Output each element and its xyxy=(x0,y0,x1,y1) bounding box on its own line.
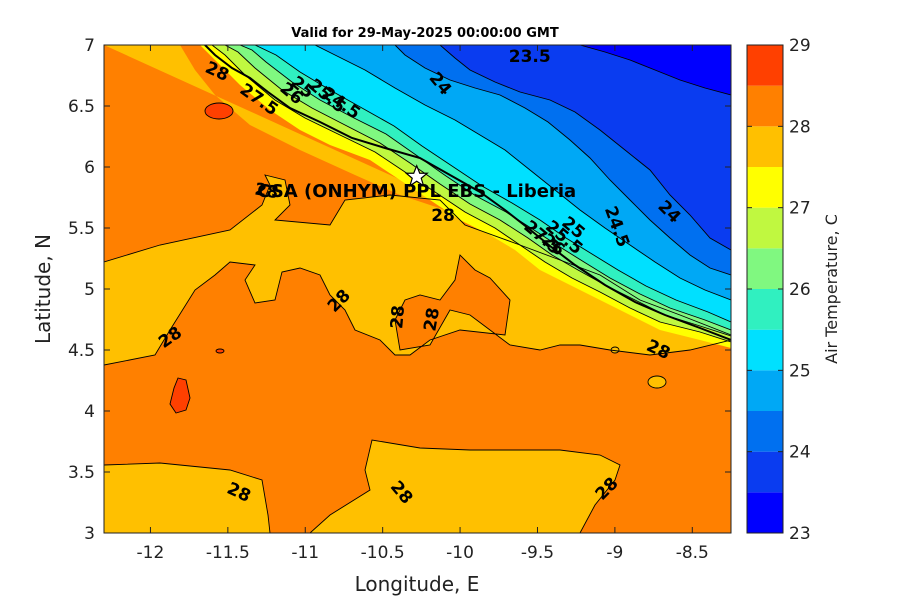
colorbar-swatch xyxy=(747,85,783,127)
colorbar-tick-label: 27 xyxy=(789,199,811,219)
x-tick-label: -9 xyxy=(606,543,623,563)
colorbar-swatch xyxy=(747,207,783,249)
contour-line xyxy=(254,45,731,323)
y-axis-label: Latitude, N xyxy=(31,234,55,344)
colorbar-swatch xyxy=(747,411,783,452)
y-tick-label: 3 xyxy=(84,524,95,544)
x-tick-label: -10.5 xyxy=(361,543,405,563)
colorbar-tick-label: 28 xyxy=(789,117,811,137)
x-tick-label: -12 xyxy=(137,543,165,563)
contour-line xyxy=(204,102,234,120)
contour-line xyxy=(211,45,731,343)
station-marker xyxy=(404,164,429,188)
contour-line xyxy=(360,45,731,276)
x-tick-label: -8.5 xyxy=(676,543,709,563)
contour-label: 28 xyxy=(387,304,409,329)
x-tick-label: -9.5 xyxy=(521,543,554,563)
contour-line xyxy=(280,45,731,301)
y-tick-label: 5 xyxy=(84,280,95,300)
y-tick-label: 6.5 xyxy=(68,97,95,117)
map-title: Valid for 29-May-2025 00:00:00 GMT xyxy=(291,26,559,41)
y-tick-label: 7 xyxy=(84,36,95,56)
colorbar-tick-label: 23 xyxy=(789,524,811,544)
contour-line xyxy=(215,348,225,354)
contour-line xyxy=(169,377,191,414)
colorbar-swatch xyxy=(747,167,783,208)
contour-line xyxy=(224,45,731,337)
contour-line xyxy=(239,45,731,331)
x-tick-label: -11.5 xyxy=(206,543,250,563)
colorbar-swatch xyxy=(747,329,783,371)
colorbar-tick-label: 24 xyxy=(789,443,811,463)
band-28-5-patch xyxy=(170,378,190,413)
colorbar-swatch xyxy=(747,289,783,330)
y-tick-label: 3.5 xyxy=(68,463,95,483)
colorbar-swatch xyxy=(747,370,783,411)
contour-line xyxy=(104,462,271,533)
contour-line xyxy=(309,439,621,533)
band-23-5-fill xyxy=(440,45,731,250)
band-28-5-patch xyxy=(611,347,619,353)
colorbar-swatch xyxy=(747,126,783,167)
colorbar-tick-label: 26 xyxy=(789,280,811,300)
colorbar-swatch xyxy=(747,451,783,493)
contour-label: 28 xyxy=(420,306,444,333)
y-tick-label: 6 xyxy=(84,158,95,178)
contour-label: 28 xyxy=(431,206,455,226)
colorbar: 23 24 25 26 27 28 29 xyxy=(746,36,811,544)
contour-line xyxy=(439,45,731,251)
colorbar-swatch xyxy=(747,492,783,533)
station-star-icon xyxy=(404,164,429,188)
contour-line xyxy=(104,174,731,336)
colorbar-swatch xyxy=(747,248,783,289)
colorbar-label: Air Temperature, C xyxy=(822,214,841,364)
colorbar-tick-label: 25 xyxy=(789,361,811,381)
contour-lines xyxy=(104,45,731,533)
x-axis-label: Longitude, E xyxy=(355,572,480,596)
x-tick-label: -10 xyxy=(446,543,474,563)
contour-line xyxy=(647,375,667,389)
y-tick-label: 5.5 xyxy=(68,219,95,239)
y-axis-ticks: 3 3.5 4 4.5 5 5.5 6 6.5 7 xyxy=(68,36,731,544)
band-28-5-patch xyxy=(205,103,233,119)
contour-label: 28 xyxy=(253,179,280,203)
x-axis-ticks: -12 -11.5 -11 -10.5 -10 -9.5 -9 -8.5 xyxy=(137,45,709,563)
contour-label: 23.5 xyxy=(509,47,551,67)
y-tick-label: 4 xyxy=(84,402,95,422)
contour-line xyxy=(610,346,620,354)
coastline xyxy=(204,45,731,341)
colorbar-swatch xyxy=(747,45,783,86)
station-label: CSA (ONHYM) PPL EBS - Liberia xyxy=(257,181,576,202)
contour-line xyxy=(579,45,731,96)
colorbar-tick-label: 29 xyxy=(789,36,811,56)
band-27-5-patch xyxy=(648,376,666,388)
y-tick-label: 4.5 xyxy=(68,341,95,361)
contour-line xyxy=(104,254,731,366)
x-tick-label: -11 xyxy=(291,543,319,563)
band-28-5-patch xyxy=(216,349,224,353)
